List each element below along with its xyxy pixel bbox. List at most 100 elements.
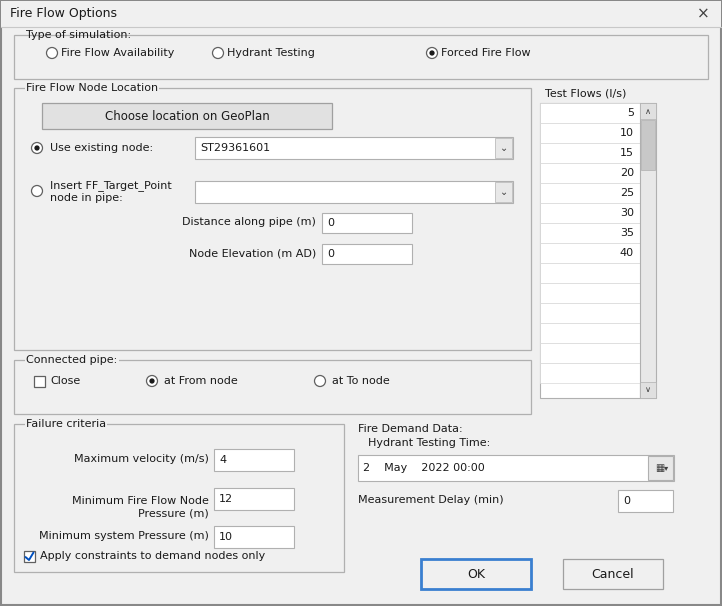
Text: 12: 12 xyxy=(219,494,233,504)
Text: Hydrant Testing: Hydrant Testing xyxy=(227,48,315,58)
Text: ×: × xyxy=(697,7,710,21)
Text: Fire Flow Node Location: Fire Flow Node Location xyxy=(26,83,158,93)
Text: Close: Close xyxy=(50,376,80,386)
Text: Fire Flow Options: Fire Flow Options xyxy=(10,7,117,21)
Bar xyxy=(640,103,656,398)
Bar xyxy=(495,182,512,202)
Text: Maximum velocity (m/s): Maximum velocity (m/s) xyxy=(74,454,209,464)
Bar xyxy=(358,455,674,481)
Bar xyxy=(495,138,512,158)
Text: Forced Fire Flow: Forced Fire Flow xyxy=(441,48,531,58)
Text: ∧: ∧ xyxy=(645,107,651,116)
Bar xyxy=(540,263,640,283)
Circle shape xyxy=(147,376,157,387)
Text: Node Elevation (m AD): Node Elevation (m AD) xyxy=(188,248,316,258)
Text: Type of simulation:: Type of simulation: xyxy=(26,30,131,40)
Bar xyxy=(322,244,412,264)
Bar xyxy=(648,456,673,480)
Text: Failure criteria: Failure criteria xyxy=(26,419,106,429)
Bar xyxy=(540,363,640,383)
Bar xyxy=(540,143,640,163)
Bar xyxy=(421,559,531,589)
Text: Connected pipe:: Connected pipe: xyxy=(26,355,117,365)
Text: Apply constraints to demand nodes only: Apply constraints to demand nodes only xyxy=(40,551,265,561)
Text: ⌄: ⌄ xyxy=(500,187,508,197)
Text: Fire Flow Availability: Fire Flow Availability xyxy=(61,48,175,58)
Bar xyxy=(14,35,708,79)
Text: 0: 0 xyxy=(623,496,630,506)
Circle shape xyxy=(430,50,435,56)
Text: Fire Demand Data:: Fire Demand Data: xyxy=(358,424,463,434)
Text: 10: 10 xyxy=(219,532,233,542)
Bar xyxy=(540,223,640,243)
Bar xyxy=(540,103,640,123)
Bar xyxy=(618,490,673,512)
Bar xyxy=(14,88,531,350)
Circle shape xyxy=(149,378,155,384)
Bar xyxy=(195,137,513,159)
Bar xyxy=(563,559,663,589)
Text: at To node: at To node xyxy=(332,376,390,386)
Bar xyxy=(540,103,640,398)
Text: Use existing node:: Use existing node: xyxy=(50,143,153,153)
Text: Distance along pipe (m): Distance along pipe (m) xyxy=(182,217,316,227)
Text: 4: 4 xyxy=(219,455,226,465)
Bar xyxy=(24,551,35,562)
Bar xyxy=(540,343,640,363)
Text: Cancel: Cancel xyxy=(592,567,635,581)
Text: node in pipe:: node in pipe: xyxy=(50,193,123,203)
Text: 0: 0 xyxy=(327,249,334,259)
Bar xyxy=(540,203,640,223)
Text: ⌄: ⌄ xyxy=(500,143,508,153)
Circle shape xyxy=(315,376,326,387)
Text: ▾: ▾ xyxy=(664,464,668,473)
Bar xyxy=(641,120,655,170)
Text: ∨: ∨ xyxy=(645,385,651,395)
Bar xyxy=(14,360,531,414)
Text: Insert FF_Target_Point: Insert FF_Target_Point xyxy=(50,180,172,191)
Bar xyxy=(1,1,721,27)
Text: 40: 40 xyxy=(620,248,634,258)
Circle shape xyxy=(427,47,438,59)
Text: Hydrant Testing Time:: Hydrant Testing Time: xyxy=(368,438,490,448)
Bar xyxy=(540,123,640,143)
Bar xyxy=(540,303,640,323)
Bar xyxy=(640,382,656,398)
Bar xyxy=(322,213,412,233)
Text: 20: 20 xyxy=(620,168,634,178)
Text: 35: 35 xyxy=(620,228,634,238)
Bar xyxy=(640,103,656,119)
Text: 0: 0 xyxy=(327,218,334,228)
Text: ▦: ▦ xyxy=(656,463,665,473)
Bar xyxy=(34,376,45,387)
Bar xyxy=(540,183,640,203)
Bar xyxy=(540,323,640,343)
Text: Test Flows (l/s): Test Flows (l/s) xyxy=(545,88,627,98)
Circle shape xyxy=(46,47,58,59)
Circle shape xyxy=(32,142,43,153)
Text: 25: 25 xyxy=(620,188,634,198)
Text: 15: 15 xyxy=(620,148,634,158)
Circle shape xyxy=(32,185,43,196)
Text: ST29361601: ST29361601 xyxy=(200,143,270,153)
Bar xyxy=(540,283,640,303)
Circle shape xyxy=(35,145,40,151)
Text: Pressure (m): Pressure (m) xyxy=(138,508,209,518)
Bar xyxy=(195,181,513,203)
Bar xyxy=(540,163,640,183)
Text: Minimum system Pressure (m): Minimum system Pressure (m) xyxy=(39,531,209,541)
Text: 10: 10 xyxy=(620,128,634,138)
Text: Minimum Fire Flow Node: Minimum Fire Flow Node xyxy=(72,496,209,506)
Text: at From node: at From node xyxy=(164,376,238,386)
Bar xyxy=(214,488,294,510)
Text: 30: 30 xyxy=(620,208,634,218)
Bar xyxy=(42,103,332,129)
Text: Choose location on GeoPlan: Choose location on GeoPlan xyxy=(105,110,269,122)
Text: OK: OK xyxy=(467,567,485,581)
Text: 5: 5 xyxy=(627,108,634,118)
Bar xyxy=(540,243,640,263)
Bar xyxy=(214,526,294,548)
Bar xyxy=(14,424,344,572)
Circle shape xyxy=(212,47,224,59)
Bar xyxy=(214,449,294,471)
